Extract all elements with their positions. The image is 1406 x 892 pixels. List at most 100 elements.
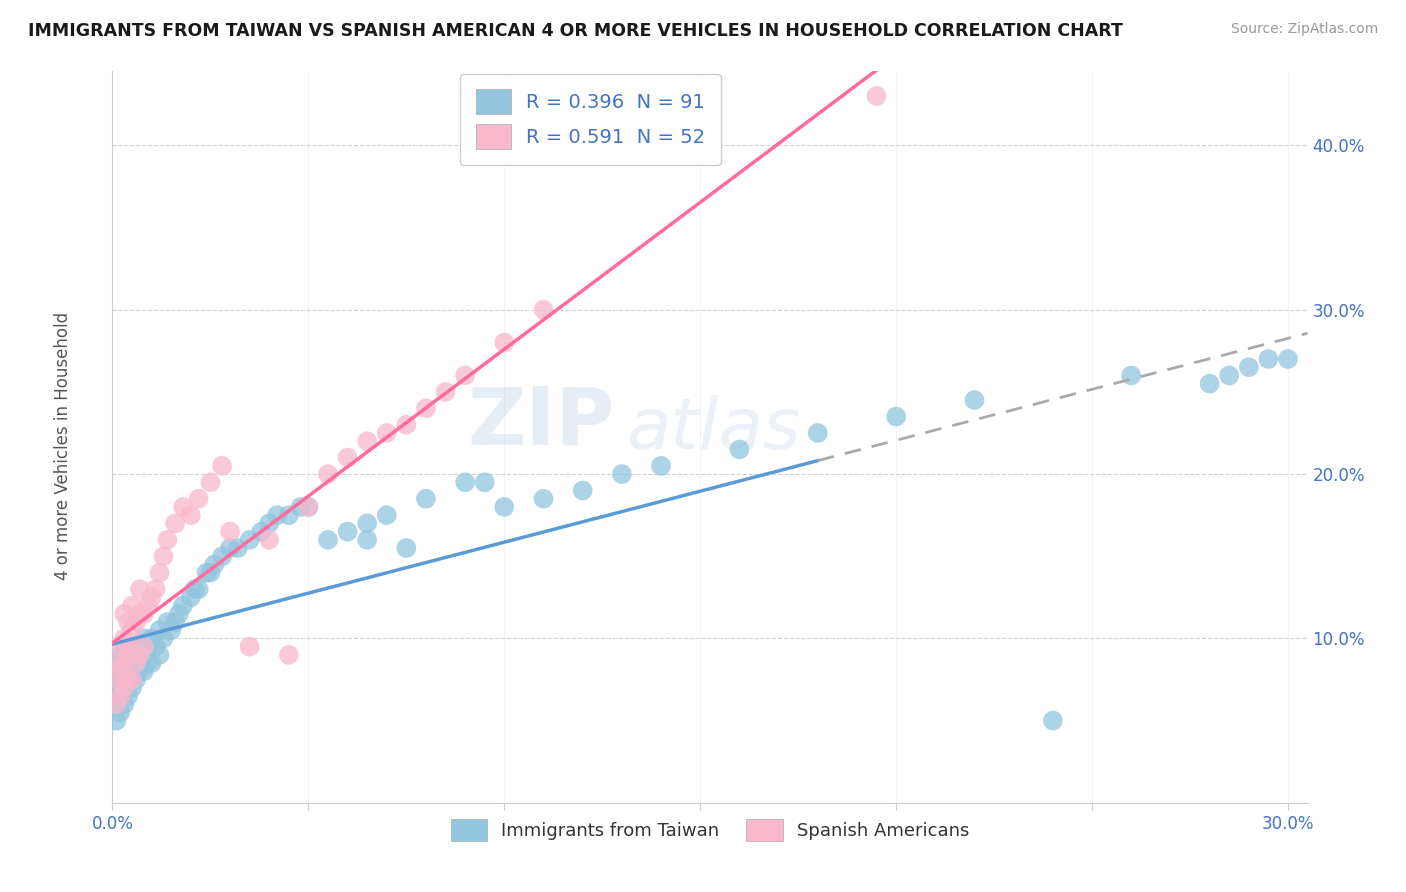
Point xyxy=(136,656,159,670)
Point xyxy=(650,458,672,473)
Point xyxy=(117,673,139,687)
Point xyxy=(125,656,148,670)
Point xyxy=(277,648,299,662)
Point xyxy=(112,665,135,679)
Point xyxy=(1042,714,1064,728)
Point xyxy=(152,632,174,646)
Point xyxy=(132,665,155,679)
Point xyxy=(105,697,128,711)
Point xyxy=(125,615,148,629)
Point xyxy=(110,681,132,695)
Point xyxy=(184,582,207,596)
Point xyxy=(112,640,135,654)
Point xyxy=(121,624,143,638)
Point xyxy=(141,591,163,605)
Point xyxy=(395,541,418,555)
Point xyxy=(257,533,280,547)
Point xyxy=(356,516,378,531)
Point xyxy=(219,524,242,539)
Point xyxy=(297,500,319,514)
Point xyxy=(375,425,398,440)
Point xyxy=(110,673,132,687)
Point xyxy=(129,656,152,670)
Point xyxy=(110,648,132,662)
Point xyxy=(807,425,830,440)
Point xyxy=(121,648,143,662)
Point xyxy=(136,640,159,654)
Point xyxy=(434,384,457,399)
Point xyxy=(865,89,887,103)
Point xyxy=(571,483,593,498)
Point xyxy=(121,648,143,662)
Point xyxy=(136,599,159,613)
Point xyxy=(200,475,222,490)
Point xyxy=(356,434,378,449)
Point xyxy=(1198,376,1220,391)
Point xyxy=(145,582,167,596)
Point xyxy=(610,467,633,481)
Point xyxy=(395,417,418,432)
Point xyxy=(356,533,378,547)
Point xyxy=(156,615,179,629)
Point xyxy=(112,681,135,695)
Point xyxy=(152,549,174,564)
Point xyxy=(156,533,179,547)
Point xyxy=(297,500,319,514)
Point xyxy=(112,673,135,687)
Point xyxy=(117,615,139,629)
Point xyxy=(110,665,132,679)
Point xyxy=(112,656,135,670)
Point xyxy=(117,648,139,662)
Point xyxy=(494,500,516,514)
Point xyxy=(200,566,222,580)
Point xyxy=(211,458,233,473)
Point xyxy=(129,582,152,596)
Point xyxy=(375,508,398,523)
Point xyxy=(145,640,167,654)
Point xyxy=(117,640,139,654)
Point xyxy=(474,475,496,490)
Point xyxy=(132,648,155,662)
Point xyxy=(141,656,163,670)
Point xyxy=(219,541,242,555)
Point xyxy=(195,566,218,580)
Point xyxy=(112,681,135,695)
Point xyxy=(105,656,128,670)
Point xyxy=(125,656,148,670)
Point xyxy=(117,665,139,679)
Point xyxy=(110,689,132,703)
Point xyxy=(172,500,194,514)
Point xyxy=(336,524,359,539)
Point xyxy=(121,665,143,679)
Text: IMMIGRANTS FROM TAIWAN VS SPANISH AMERICAN 4 OR MORE VEHICLES IN HOUSEHOLD CORRE: IMMIGRANTS FROM TAIWAN VS SPANISH AMERIC… xyxy=(28,22,1123,40)
Point xyxy=(105,681,128,695)
Text: ZIP: ZIP xyxy=(467,384,614,461)
Point xyxy=(165,615,187,629)
Point xyxy=(121,673,143,687)
Point xyxy=(121,673,143,687)
Text: 4 or more Vehicles in Household: 4 or more Vehicles in Household xyxy=(55,312,72,580)
Point xyxy=(884,409,907,424)
Point xyxy=(112,607,135,621)
Point xyxy=(187,491,209,506)
Point xyxy=(277,508,299,523)
Point xyxy=(125,665,148,679)
Point xyxy=(117,689,139,703)
Point xyxy=(132,632,155,646)
Point xyxy=(110,689,132,703)
Point xyxy=(117,656,139,670)
Point xyxy=(239,640,262,654)
Point xyxy=(533,491,555,506)
Point xyxy=(1237,360,1260,375)
Point xyxy=(494,335,516,350)
Point xyxy=(129,648,152,662)
Point xyxy=(239,533,262,547)
Point xyxy=(1257,351,1279,366)
Point xyxy=(105,673,128,687)
Point xyxy=(250,524,273,539)
Point xyxy=(105,714,128,728)
Point xyxy=(105,697,128,711)
Point xyxy=(112,656,135,670)
Point xyxy=(316,533,339,547)
Point xyxy=(266,508,288,523)
